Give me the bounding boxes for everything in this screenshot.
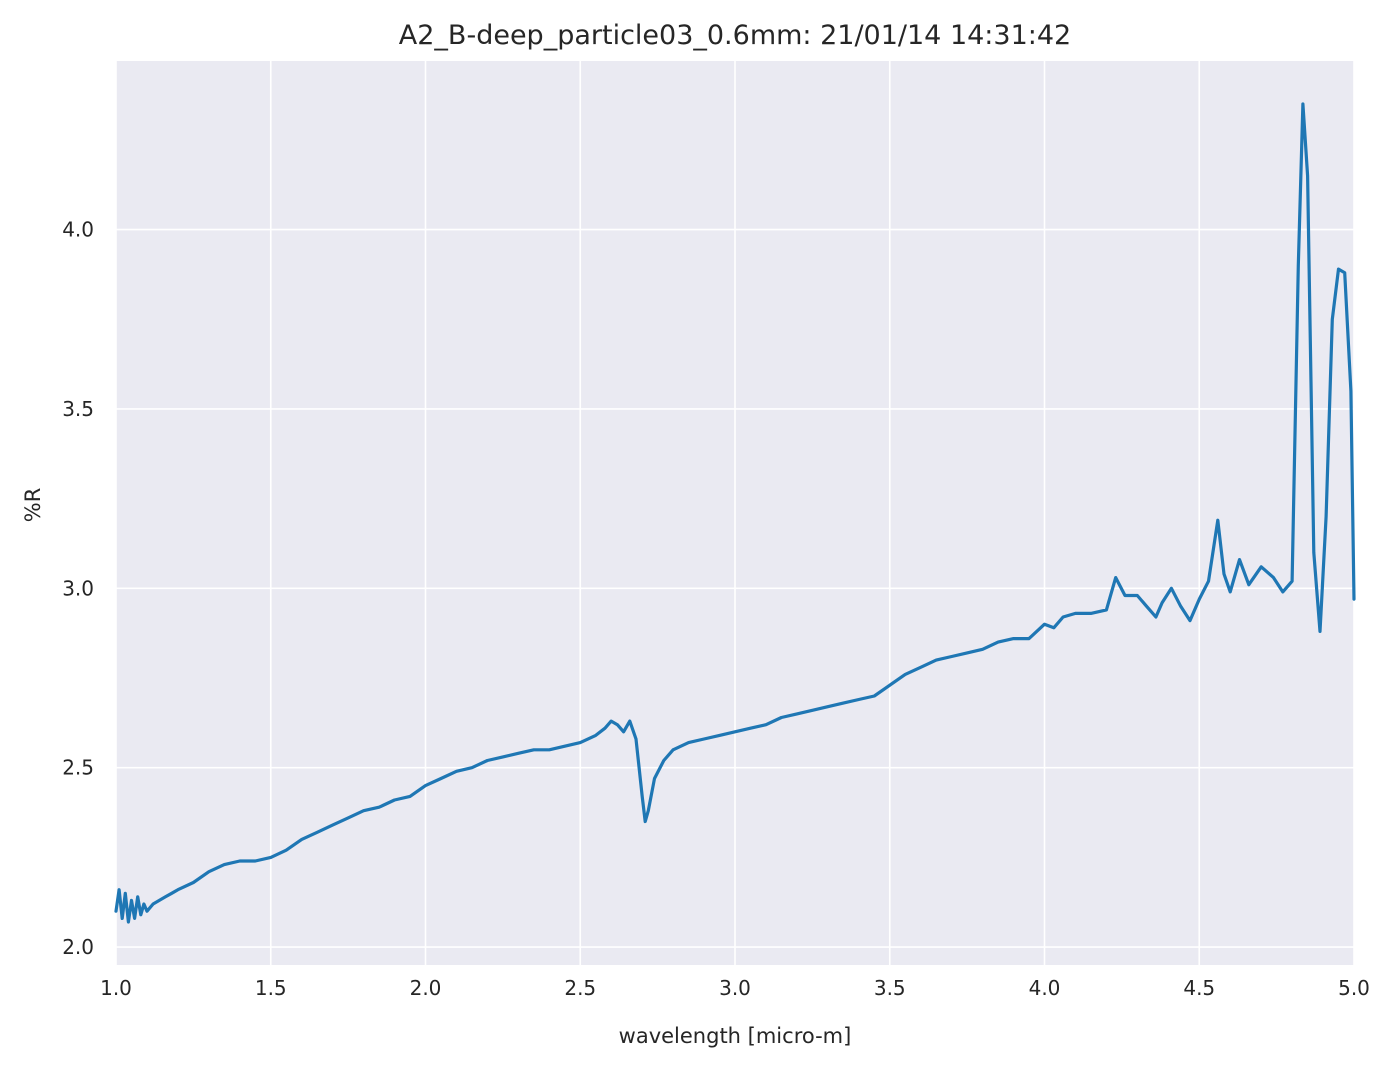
y-tick-label: 4.0 [62, 218, 94, 242]
x-tick-label: 5.0 [1338, 976, 1370, 1000]
data-series [114, 102, 1356, 924]
chart-title: A2_B-deep_particle03_0.6mm: 21/01/14 14:… [399, 20, 1071, 51]
x-tick-label: 1.5 [255, 976, 287, 1000]
x-tick-labels: 1.0 1.5 2.0 2.5 3.0 3.5 4.0 4.5 5.0 [100, 976, 1370, 1000]
y-tick-label: 2.5 [62, 756, 94, 780]
y-tick-label: 3.5 [62, 397, 94, 421]
series-line-0 [114, 102, 1356, 924]
x-tick-label: 2.0 [410, 976, 442, 1000]
y-tick-labels: 2.0 2.5 3.0 3.5 4.0 [62, 218, 94, 959]
y-axis-label: %R [21, 488, 45, 523]
x-tick-label: 3.0 [719, 976, 751, 1000]
x-tick-label: 4.0 [1029, 976, 1061, 1000]
y-tick-label: 3.0 [62, 576, 94, 600]
x-tick-label: 2.5 [564, 976, 596, 1000]
grid-lines [115, 61, 1355, 965]
x-axis-label: wavelength [micro-m] [619, 1024, 852, 1048]
x-tick-label: 1.0 [100, 976, 132, 1000]
y-tick-label: 2.0 [62, 935, 94, 959]
x-tick-label: 4.5 [1183, 976, 1215, 1000]
x-tick-label: 3.5 [874, 976, 906, 1000]
